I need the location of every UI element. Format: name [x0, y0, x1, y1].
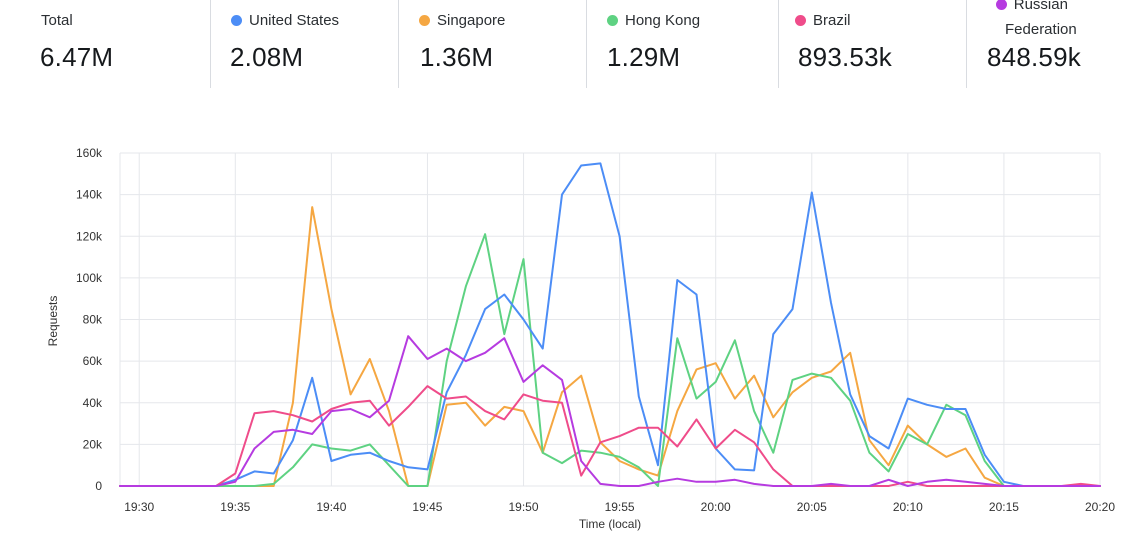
x-axis: 19:30 19:35 19:40 19:45 19:50 19:55 20:00 20:05… — [124, 500, 1115, 514]
line-chart: 0 20k 40k 60k 80k 100k 120k 140k 160k 19:30 19:35… — [46, 146, 1115, 531]
series-line-hong-kong[interactable] — [119, 233, 1101, 487]
stat-label: Singapore — [437, 12, 506, 29]
y-tick-label: 160k — [76, 146, 103, 160]
series-line-brazil[interactable] — [119, 385, 1101, 487]
x-tick-label: 20:10 — [893, 500, 923, 514]
summary-stats: Total 6.47M United States 2.08M Singapor… — [0, 0, 1146, 90]
x-tick-label: 19:55 — [605, 500, 635, 514]
stat-value: 848.59k — [987, 42, 1081, 72]
series-lines — [119, 162, 1101, 487]
stat-label: United States — [249, 12, 340, 29]
x-tick-label: 20:00 — [701, 500, 731, 514]
y-tick-label: 120k — [76, 229, 103, 243]
stat-value: 2.08M — [230, 42, 304, 72]
y-axis-label: Requests — [46, 296, 60, 347]
stat-brazil[interactable]: Brazil 893.53k — [778, 0, 966, 88]
stat-label: Hong Kong — [625, 12, 701, 29]
stat-total-value: 6.47M — [40, 42, 114, 72]
stat-value: 1.29M — [607, 42, 681, 72]
x-tick-label: 19:45 — [412, 500, 442, 514]
legend-dot-icon — [231, 15, 242, 26]
y-tick-label: 80k — [83, 313, 103, 327]
x-tick-label: 20:15 — [989, 500, 1019, 514]
y-tick-label: 40k — [83, 396, 103, 410]
legend-dot-icon — [995, 0, 1007, 10]
stat-singapore[interactable]: Singapore 1.36M — [398, 0, 586, 88]
stat-value: 1.36M — [420, 42, 494, 72]
series-line-russian-federation[interactable] — [119, 335, 1101, 487]
x-tick-label: 20:20 — [1085, 500, 1115, 514]
stat-total: Total 6.47M — [0, 0, 210, 88]
y-axis: 0 20k 40k 60k 80k 100k 120k 140k 160k — [76, 146, 103, 493]
stat-total-label: Total — [41, 12, 73, 29]
stat-label-line2: Federation — [1005, 21, 1077, 38]
stat-value: 893.53k — [798, 42, 892, 72]
x-tick-label: 20:05 — [797, 500, 827, 514]
y-tick-label: 140k — [76, 188, 103, 202]
legend-dot-icon — [419, 15, 430, 26]
stat-label: Brazil — [813, 12, 851, 29]
x-tick-label: 19:40 — [316, 500, 346, 514]
y-tick-label: 20k — [83, 437, 103, 451]
x-tick-label: 19:30 — [124, 500, 154, 514]
chart-grid — [119, 152, 1101, 487]
legend-dot-icon — [795, 15, 806, 26]
x-tick-label: 19:50 — [509, 500, 539, 514]
x-axis-label: Time (local) — [579, 517, 641, 531]
y-tick-label: 60k — [83, 354, 103, 368]
stat-label-line1: Russian — [1013, 0, 1068, 13]
stat-russian-federation[interactable]: Russian Federation 848.59k — [966, 0, 1146, 88]
series-line-singapore[interactable] — [119, 206, 1101, 487]
requests-chart: 0 20k 40k 60k 80k 100k 120k 140k 160k 19:30 19:35… — [0, 90, 1146, 547]
x-tick-label: 19:35 — [220, 500, 250, 514]
stat-hong-kong[interactable]: Hong Kong 1.29M — [586, 0, 778, 88]
y-tick-label: 100k — [76, 271, 103, 285]
y-tick-label: 0 — [95, 479, 102, 493]
series-line-united-states[interactable] — [119, 162, 1101, 487]
legend-dot-icon — [607, 15, 618, 26]
stat-united-states[interactable]: United States 2.08M — [210, 0, 398, 88]
